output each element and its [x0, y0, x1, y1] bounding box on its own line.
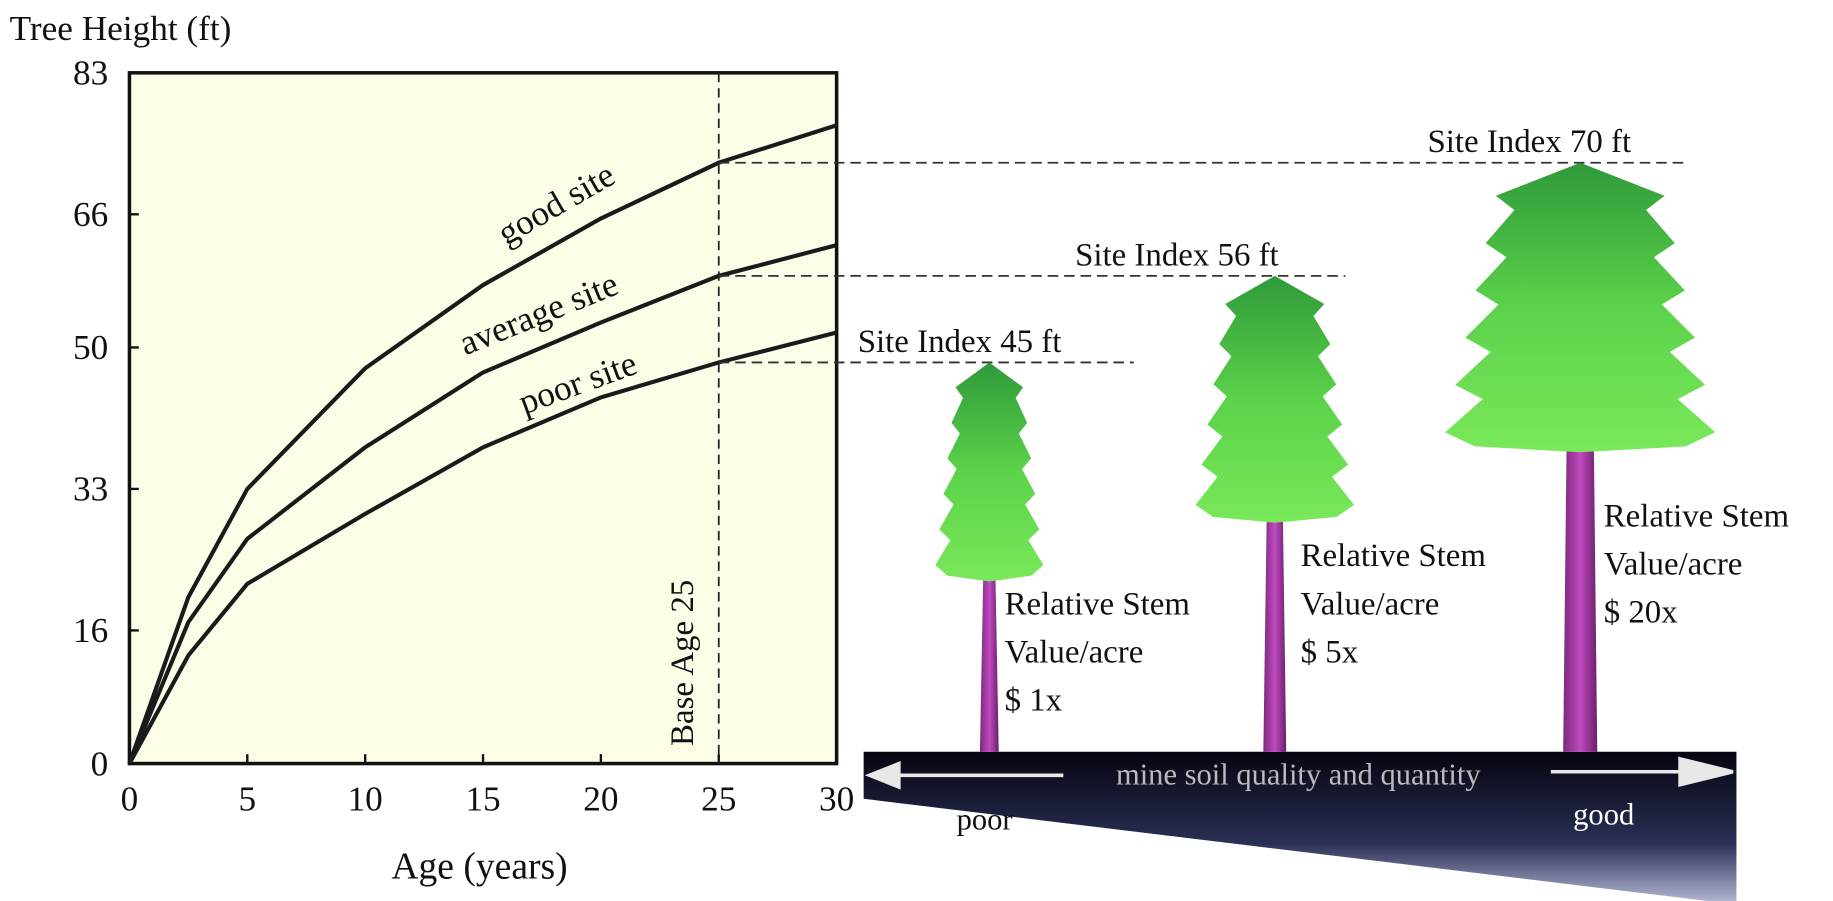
figure: Tree Height (ft) Age (years) mine soil q… [0, 0, 1833, 901]
x-tick-label: 15 [465, 780, 500, 819]
stem-value-text: Value/acre [1301, 586, 1440, 622]
y-tick-label: 66 [73, 195, 108, 234]
stem-value-text: Value/acre [1604, 546, 1743, 582]
stem-value-text: Relative Stem [1005, 586, 1191, 622]
stem-value-text: $ 1x [1005, 683, 1063, 719]
y-tick-label: 16 [73, 611, 108, 650]
x-tick-label: 10 [348, 780, 383, 819]
tree-crown [1445, 163, 1715, 453]
x-tick-label: 5 [238, 780, 256, 819]
poor-label: poor [957, 802, 1013, 836]
plot-area [129, 73, 836, 764]
x-tick-label: 0 [121, 780, 139, 819]
base-age-label: Base Age 25 [665, 580, 701, 746]
tree-crown [1195, 276, 1354, 523]
stem-value-text: $ 5x [1301, 635, 1359, 671]
stem-value-text: Value/acre [1005, 635, 1144, 671]
x-tick-label: 20 [583, 780, 618, 819]
stem-value-text: Relative Stem [1604, 498, 1790, 534]
x-tick-label: 30 [819, 780, 854, 819]
y-tick-label: 83 [73, 54, 108, 93]
site-index-label: Site Index 56 ft [1075, 237, 1279, 273]
trunk [1563, 435, 1597, 752]
y-tick-label: 0 [91, 744, 109, 783]
y-tick-label: 33 [73, 470, 108, 509]
good-label: good [1573, 798, 1634, 832]
y-tick-label: 50 [73, 328, 108, 367]
trunk [980, 564, 999, 752]
stem-value-text: Relative Stem [1301, 538, 1487, 574]
y-axis-label: Tree Height (ft) [10, 9, 232, 48]
site-index-label: Site Index 45 ft [858, 324, 1062, 360]
tree-crown [935, 362, 1043, 581]
site-index-label: Site Index 70 ft [1427, 124, 1631, 160]
trunk [1263, 505, 1286, 752]
x-axis-label: Age (years) [391, 847, 567, 888]
stem-value-text: $ 20x [1604, 595, 1679, 631]
soil-label: mine soil quality and quantity [1116, 758, 1481, 792]
x-tick-label: 25 [701, 780, 736, 819]
